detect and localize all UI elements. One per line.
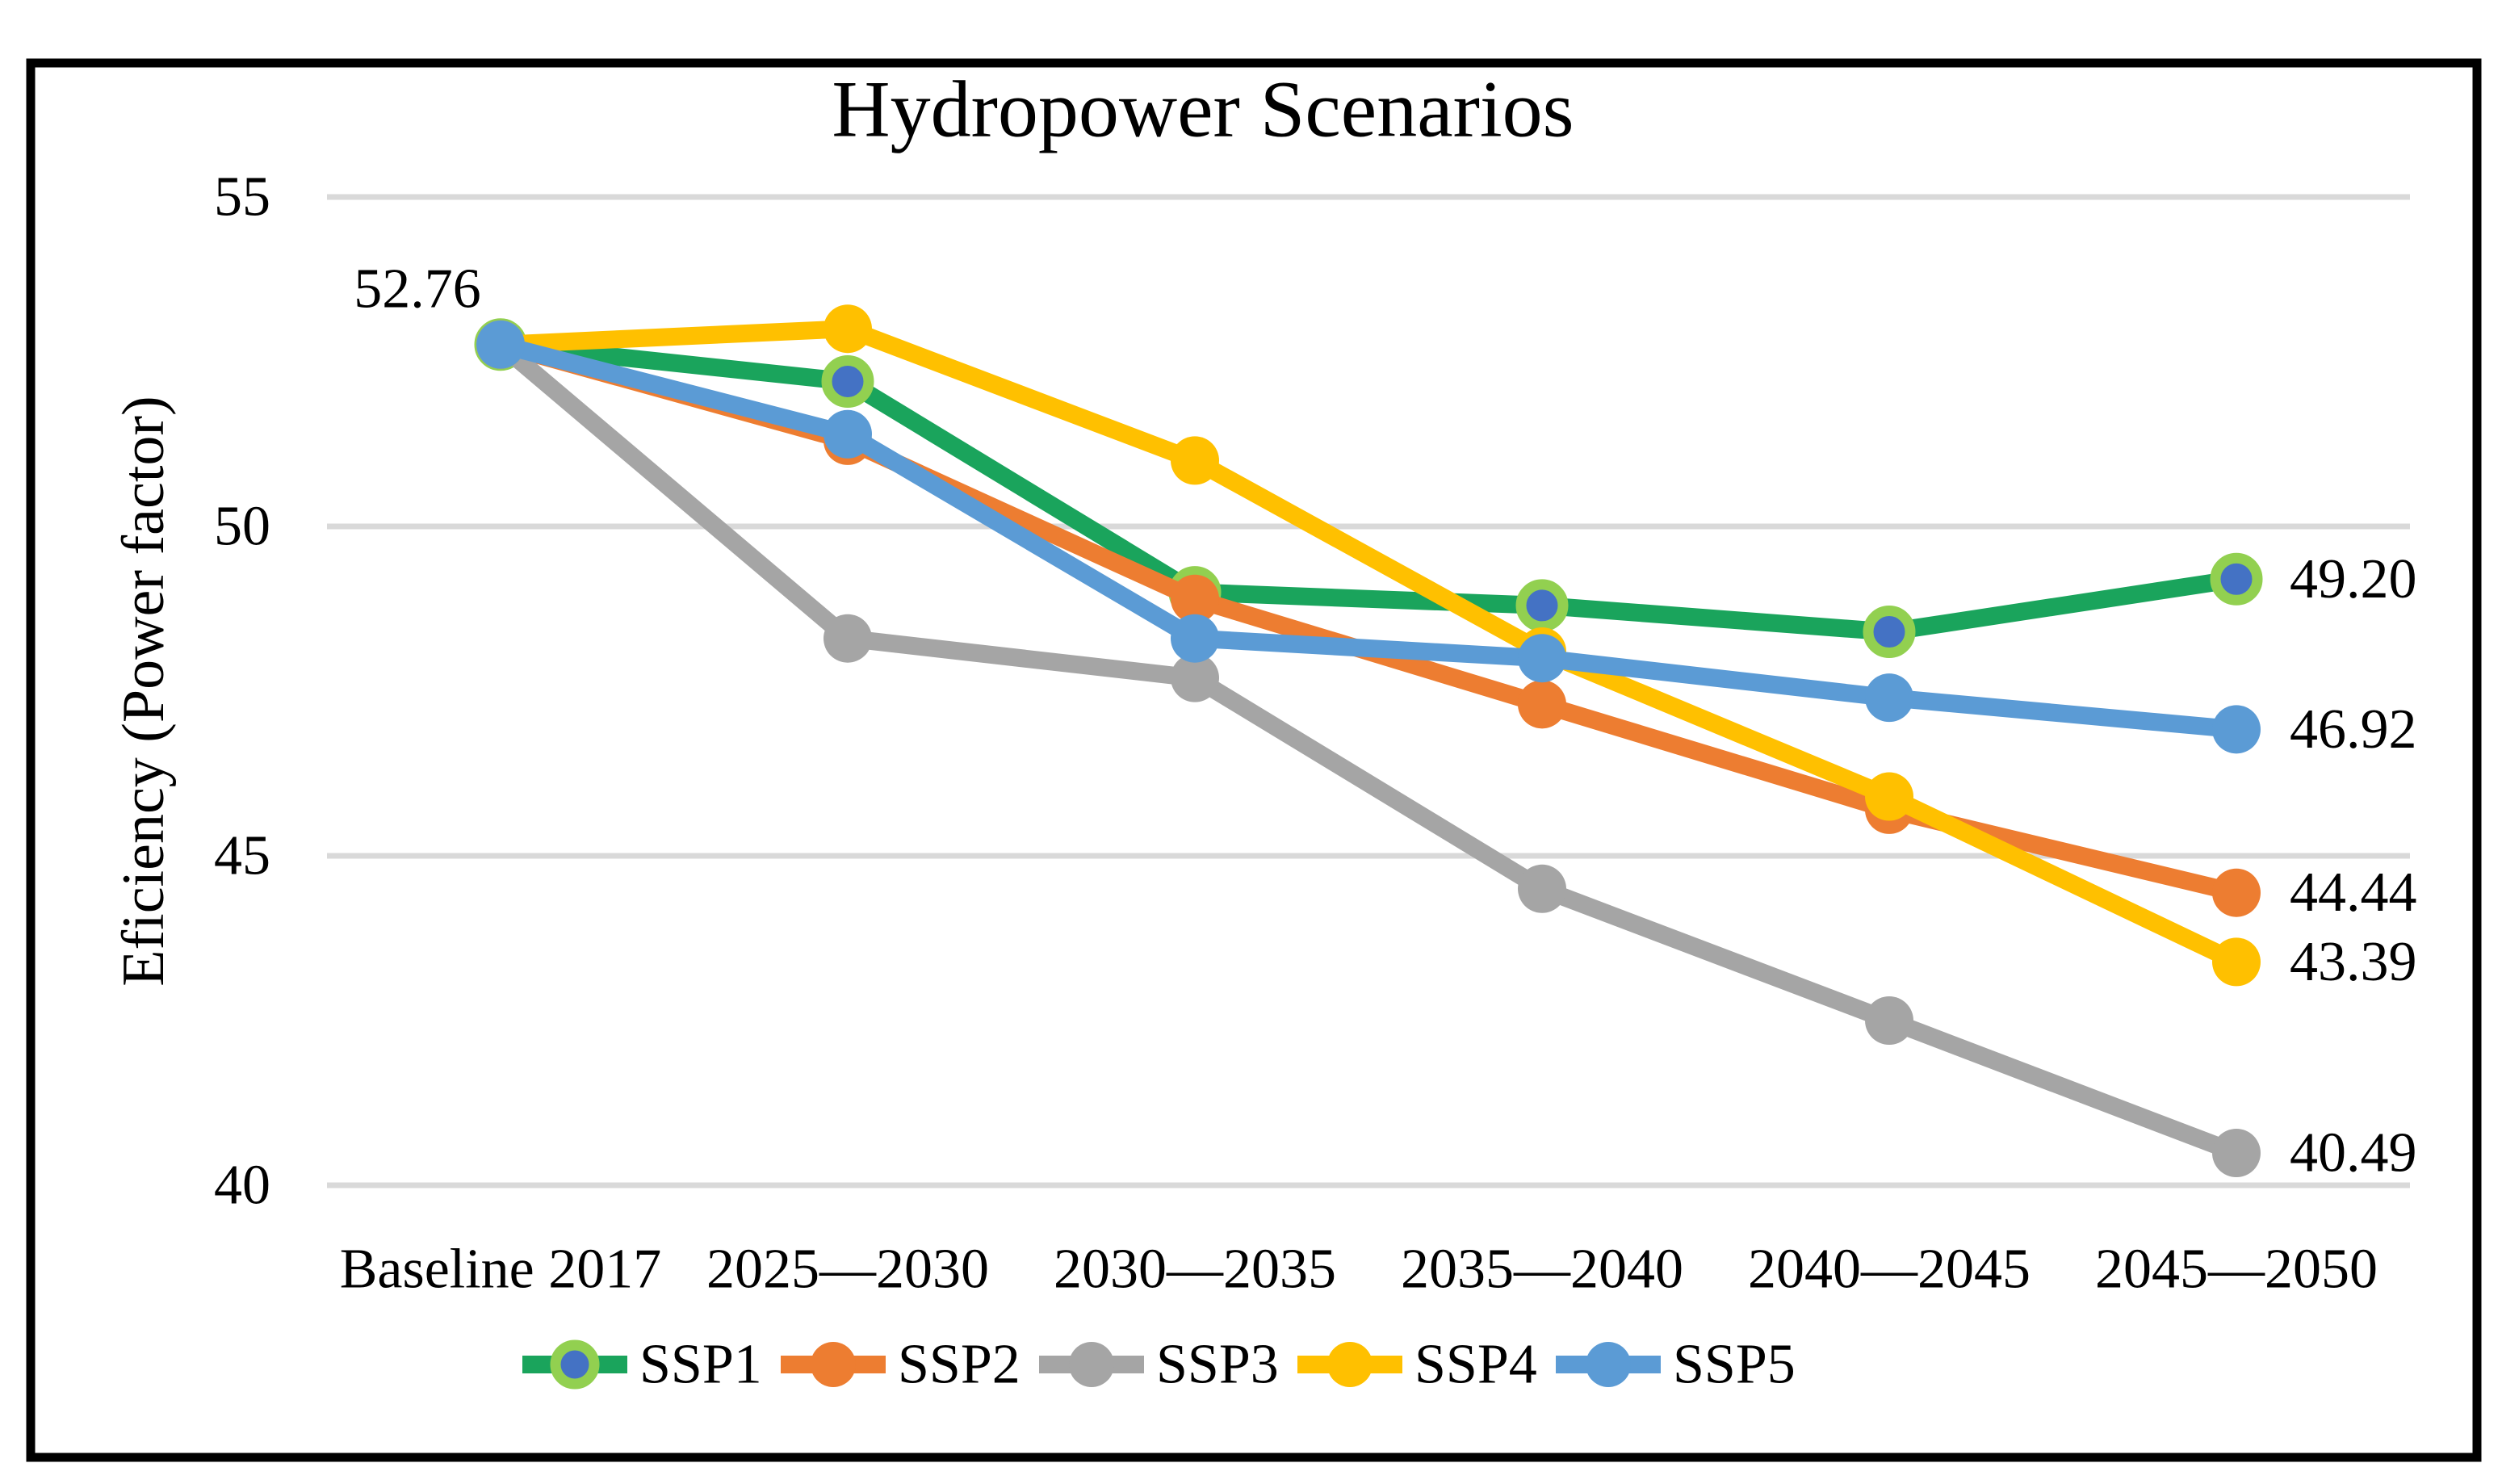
- figure-border: [26, 58, 2482, 1462]
- data-value-labels: 49.20 44.44 40.49 43.39 46.92: [2290, 548, 2417, 1184]
- marker-ssp5: [824, 409, 872, 459]
- marker-ssp3: [1518, 864, 1566, 913]
- legend-marker-ssp4: [1327, 1342, 1373, 1387]
- marker-ssp4: [824, 304, 872, 354]
- marker-ssp1: [2210, 552, 2263, 606]
- marker-ssp1: [1515, 579, 1569, 632]
- legend-label-ssp3: SSP3: [1156, 1334, 1279, 1396]
- x-category-label: Baseline 2017: [340, 1239, 662, 1301]
- x-category-label: 2035—2040: [1401, 1239, 1683, 1301]
- end-value-label-ssp1: 49.20: [2290, 548, 2417, 610]
- marker-ssp3: [2212, 1129, 2261, 1178]
- series-line-ssp5: [492, 335, 2245, 739]
- marker-ssp2: [2212, 868, 2261, 917]
- series-lines-and-markers: [474, 304, 2263, 1178]
- y-tick-label-40: 40: [214, 1155, 270, 1217]
- legend-marker-ssp2: [811, 1342, 856, 1387]
- marker-ssp2: [1518, 680, 1566, 729]
- legend-item-ssp4: SSP4: [1297, 1334, 1537, 1396]
- legend-item-ssp2: SSP2: [781, 1334, 1020, 1396]
- marker-ssp5: [1518, 634, 1566, 683]
- legend-item-ssp5: SSP5: [1556, 1334, 1796, 1396]
- marker-ssp5: [1171, 614, 1219, 663]
- legend-label-ssp5: SSP5: [1673, 1334, 1796, 1396]
- legend-marker-ssp3: [1069, 1342, 1114, 1387]
- marker-ssp5: [2212, 705, 2261, 754]
- legend: SSP1 SSP2 SSP3 SSP4 SSP5: [522, 1334, 1796, 1396]
- x-category-label: 2030—2035: [1054, 1239, 1336, 1301]
- legend-label-ssp4: SSP4: [1414, 1334, 1537, 1396]
- series-line-ssp4: [492, 320, 2245, 971]
- legend-marker-ssp1: [550, 1339, 600, 1390]
- x-category-label: 2025—2030: [706, 1239, 989, 1301]
- marker-ssp5: [1865, 673, 1913, 723]
- end-value-label-ssp2: 44.44: [2290, 861, 2417, 924]
- x-category-label: 2040—2045: [1748, 1239, 2031, 1301]
- end-value-label-ssp4: 43.39: [2290, 931, 2417, 993]
- marker-ssp4: [1171, 436, 1219, 485]
- marker-ssp4: [2212, 937, 2261, 987]
- x-axis-category-labels: Baseline 2017 2025—2030 2030—2035 2035—2040…: [340, 1239, 2378, 1301]
- end-value-label-ssp3: 40.49: [2290, 1122, 2417, 1184]
- start-value-label: 52.76: [354, 258, 481, 321]
- series-line-ssp3: [492, 335, 2245, 1163]
- legend-item-ssp1: SSP1: [522, 1334, 762, 1396]
- marker-ssp3: [824, 614, 872, 663]
- chart-title: Hydropower Scenarios: [832, 65, 1574, 154]
- legend-label-ssp1: SSP1: [639, 1334, 762, 1396]
- end-value-label-ssp5: 46.92: [2290, 698, 2417, 761]
- legend-marker-ssp5: [1586, 1342, 1631, 1387]
- marker-ssp3: [1865, 996, 1913, 1045]
- y-tick-label-50: 50: [214, 496, 270, 558]
- marker-ssp3: [1171, 653, 1219, 702]
- marker-ssp2: [1171, 574, 1219, 623]
- x-category-label: 2045—2050: [2095, 1239, 2378, 1301]
- y-axis-tick-labels: 40 45 50 55: [214, 166, 270, 1217]
- y-tick-label-55: 55: [214, 166, 270, 228]
- y-axis-title: Eficiency (Power factor): [111, 396, 177, 986]
- marker-ssp1: [1863, 606, 1916, 659]
- y-tick-label-45: 45: [214, 825, 270, 887]
- legend-label-ssp2: SSP2: [898, 1334, 1020, 1396]
- marker-ssp4: [1865, 772, 1913, 821]
- marker-ssp5: [476, 320, 525, 369]
- marker-ssp1: [821, 354, 874, 408]
- legend-item-ssp3: SSP3: [1039, 1334, 1279, 1396]
- series-line-ssp1: [492, 335, 2245, 641]
